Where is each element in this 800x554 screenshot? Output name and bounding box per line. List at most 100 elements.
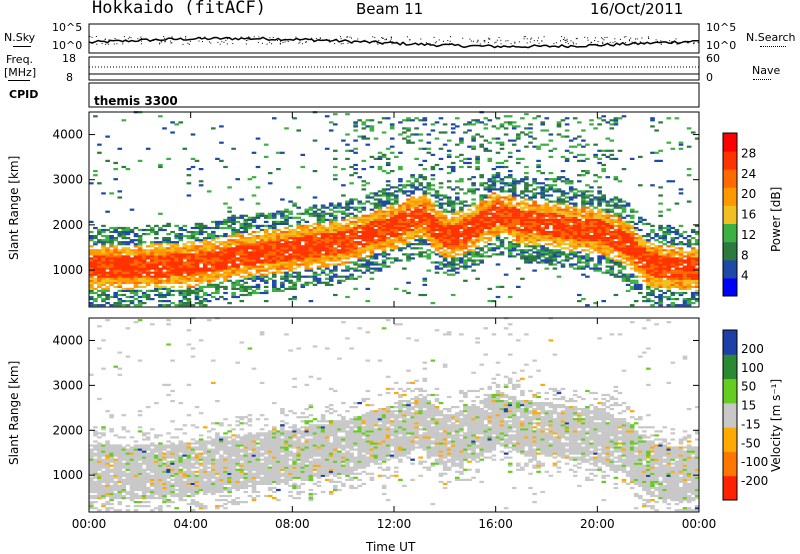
power-cell: [540, 220, 545, 223]
power-cell: [145, 275, 151, 278]
power-cell: [251, 257, 257, 260]
power-cell: [463, 224, 468, 227]
power-cell: [613, 214, 619, 217]
power-cell: [219, 241, 224, 244]
power-cell: [324, 251, 330, 254]
power-cell: [178, 271, 184, 274]
power-cell: [418, 243, 423, 246]
power-cell: [162, 265, 167, 268]
power-cell: [174, 273, 179, 276]
power-cell: [507, 174, 513, 177]
power-cell: [605, 204, 611, 207]
power-cell: [625, 202, 631, 205]
power-cell: [109, 241, 114, 244]
power-cell: [296, 273, 301, 276]
power-cell: [211, 277, 216, 280]
power-cell: [495, 127, 501, 130]
power-cell: [121, 119, 127, 122]
power-cell: [133, 245, 139, 248]
power-cell: [406, 206, 411, 209]
power-cell: [483, 245, 489, 248]
power-cell: [251, 285, 257, 288]
power-cell: [174, 277, 179, 280]
power-cell: [434, 247, 440, 250]
power-cell: [524, 178, 529, 181]
power-cell: [434, 216, 440, 219]
power-cell: [113, 178, 118, 181]
power-cell: [528, 206, 533, 209]
power-cell: [426, 235, 432, 238]
power-cell: [605, 202, 611, 205]
power-cell: [333, 226, 338, 230]
power-cell: [243, 287, 249, 290]
power-cell: [296, 239, 301, 242]
power-cell: [174, 263, 179, 266]
power-cell: [617, 149, 623, 152]
power-cell: [455, 259, 460, 262]
nsearch-dot: [351, 37, 352, 39]
power-cell: [324, 241, 330, 244]
power-cell: [150, 241, 155, 244]
power-cell: [605, 257, 611, 260]
power-cell: [349, 226, 354, 230]
power-cell: [211, 269, 216, 272]
power-cell: [361, 224, 367, 227]
power-cell: [365, 230, 371, 234]
power-cell: [349, 216, 354, 219]
power-cell: [410, 220, 415, 223]
power-cell: [202, 247, 208, 250]
power-cell: [247, 259, 253, 262]
power-cell: [548, 230, 554, 234]
power-cell: [292, 271, 297, 274]
nsearch-dot: [433, 36, 435, 38]
power-cell: [101, 249, 106, 252]
nsearch-dot: [161, 41, 163, 43]
power-cell: [520, 237, 525, 240]
power-cell: [97, 253, 102, 256]
power-cell: [511, 194, 517, 197]
power-cell: [206, 235, 212, 238]
power-cell: [568, 218, 574, 221]
power-cell: [483, 251, 489, 254]
power-cell: [105, 247, 110, 250]
nsearch-dot: [255, 38, 257, 40]
power-cell: [471, 226, 476, 230]
power-cell: [564, 149, 570, 152]
power-cell: [137, 249, 143, 252]
power-cell: [121, 237, 127, 240]
power-cell: [320, 241, 326, 244]
power-cell: [450, 269, 456, 272]
power-cell: [121, 289, 127, 292]
power-cell: [503, 237, 509, 240]
power-cell: [377, 245, 383, 248]
power-cell: [263, 300, 269, 303]
power-cell: [572, 245, 578, 248]
power-cell: [625, 228, 631, 232]
power-cell: [361, 230, 367, 234]
power-cell: [609, 230, 615, 234]
power-cell: [426, 202, 432, 205]
power-cell: [357, 243, 362, 246]
power-cell: [284, 245, 289, 248]
power-cell: [629, 214, 635, 217]
power-cell: [483, 139, 489, 142]
nsearch-dot: [188, 43, 190, 45]
power-cell: [658, 255, 663, 258]
power-cell: [129, 261, 135, 264]
power-cell: [211, 267, 216, 270]
power-cell: [194, 222, 200, 225]
power-cell: [548, 243, 554, 246]
power-cell: [385, 196, 391, 199]
power-cell: [162, 279, 167, 282]
power-cell: [316, 255, 322, 258]
power-cell: [605, 155, 611, 158]
power-cell: [202, 249, 208, 252]
power-cell: [658, 257, 663, 260]
power-cell: [471, 263, 476, 266]
power-cell: [532, 202, 537, 205]
power-cell: [178, 255, 184, 258]
power-cell: [585, 214, 590, 217]
power-cell: [341, 245, 346, 248]
power-cell: [613, 198, 619, 201]
power-cell: [247, 253, 253, 256]
